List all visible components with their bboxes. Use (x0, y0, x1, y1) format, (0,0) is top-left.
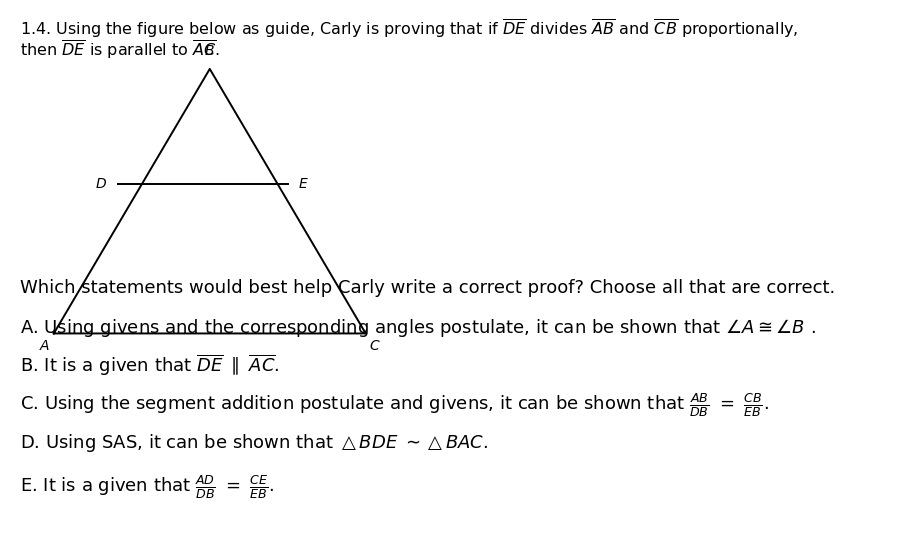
Text: then $\overline{DE}$ is parallel to $\overline{AC}$.: then $\overline{DE}$ is parallel to $\ov… (20, 38, 220, 61)
Text: D. Using SAS, it can be shown that $\triangle BDE$ $\sim$$\triangle BAC$.: D. Using SAS, it can be shown that $\tri… (20, 432, 487, 454)
Text: E: E (298, 177, 306, 191)
Text: B: B (205, 44, 214, 57)
Text: C. Using the segment addition postulate and givens, it can be shown that $\frac{: C. Using the segment addition postulate … (20, 391, 768, 419)
Text: Which statements would best help Carly write a correct proof? Choose all that ar: Which statements would best help Carly w… (20, 279, 834, 297)
Text: 1.4. Using the figure below as guide, Carly is proving that if $\overline{DE}$ d: 1.4. Using the figure below as guide, Ca… (20, 18, 798, 40)
Text: B. It is a given that $\overline{DE}$ $\parallel$ $\overline{AC}$.: B. It is a given that $\overline{DE}$ $\… (20, 353, 280, 379)
Text: C: C (370, 339, 379, 353)
Text: E. It is a given that $\frac{AD}{DB}$ $=$ $\frac{CE}{EB}$.: E. It is a given that $\frac{AD}{DB}$ $=… (20, 473, 274, 501)
Text: A. Using givens and the corresponding angles postulate, it can be shown that $\a: A. Using givens and the corresponding an… (20, 317, 815, 339)
Text: A: A (40, 339, 49, 353)
Text: D: D (95, 177, 106, 191)
